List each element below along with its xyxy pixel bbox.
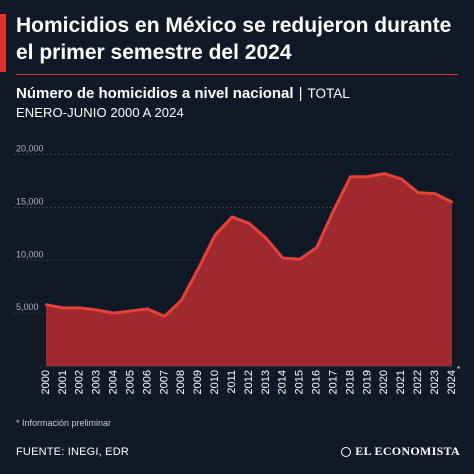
x-tick-label: 2024 bbox=[446, 370, 458, 394]
x-tick-label: 2009 bbox=[192, 370, 204, 394]
preliminary-note: * Información preliminar bbox=[16, 418, 112, 428]
x-tick-label: 2022 bbox=[412, 370, 424, 394]
area-series bbox=[44, 172, 454, 366]
x-tick-label: 2005 bbox=[124, 370, 136, 394]
x-tick-label: 2008 bbox=[175, 370, 187, 394]
data-point bbox=[129, 309, 132, 313]
preliminary-marker: * bbox=[457, 365, 460, 374]
chart-subtitle: Número de homicidios a nivel nacional | TO… bbox=[16, 84, 466, 122]
x-tick-label: 2001 bbox=[57, 370, 69, 394]
x-tick-label: 2019 bbox=[361, 370, 373, 394]
area-fill bbox=[46, 173, 452, 366]
data-point bbox=[281, 256, 285, 260]
data-point bbox=[349, 175, 352, 178]
data-point bbox=[78, 306, 82, 310]
data-point bbox=[315, 246, 318, 249]
x-axis-ticks: 2000 2001 2002 2003 2004 2005 2006 2007 2008 2009… bbox=[40, 365, 460, 394]
data-point bbox=[450, 200, 454, 204]
logo-text: EL ECONOMISTA bbox=[355, 444, 460, 458]
y-tick-label: 15,000 bbox=[16, 196, 44, 206]
y-tick-label: 10,000 bbox=[16, 249, 44, 259]
x-tick-label: 2020 bbox=[378, 370, 390, 394]
publisher-logo: EL ECONOMISTA bbox=[341, 444, 460, 459]
y-tick-label: 20,000 bbox=[16, 144, 44, 154]
data-point bbox=[146, 307, 149, 311]
data-point bbox=[247, 222, 251, 225]
x-tick-label: 2012 bbox=[243, 370, 255, 394]
data-point bbox=[95, 308, 98, 312]
data-point bbox=[332, 209, 335, 212]
x-tick-label: 2007 bbox=[158, 370, 170, 394]
data-point bbox=[400, 177, 403, 181]
data-point bbox=[230, 215, 234, 219]
subtitle-separator: | bbox=[298, 85, 303, 102]
data-point bbox=[112, 311, 115, 315]
x-tick-label: 2002 bbox=[74, 370, 86, 394]
y-axis-ticks: 5,000 10,000 15,000 20,000 bbox=[16, 144, 44, 313]
x-tick-label: 2016 bbox=[311, 370, 323, 394]
data-point bbox=[383, 172, 386, 175]
data-point bbox=[197, 267, 200, 270]
data-point bbox=[366, 175, 369, 178]
x-tick-label: 2013 bbox=[260, 370, 272, 394]
data-point bbox=[416, 191, 420, 194]
data-point bbox=[163, 315, 166, 318]
homicides-area-chart: 5,000 10,000 15,000 20,000 2000 2001 2002 2003… bbox=[14, 144, 460, 394]
x-tick-label: 2017 bbox=[327, 370, 339, 394]
data-point bbox=[264, 236, 268, 240]
x-tick-label: 2003 bbox=[91, 370, 103, 394]
x-tick-label: 2011 bbox=[226, 370, 238, 394]
x-tick-label: 2018 bbox=[344, 370, 356, 394]
subtitle-total: TOTAL bbox=[307, 86, 350, 101]
x-tick-label: 2021 bbox=[395, 370, 407, 394]
data-point bbox=[61, 306, 65, 310]
data-point bbox=[298, 258, 301, 261]
data-point bbox=[433, 192, 437, 195]
logo-mark-icon bbox=[341, 446, 352, 457]
title-accent-bar bbox=[0, 14, 6, 72]
data-point bbox=[180, 299, 183, 302]
page-title: Homicidios en México se redujeron durant… bbox=[16, 14, 452, 64]
subtitle-period: ENERO-JUNIO 2000 A 2024 bbox=[16, 105, 184, 120]
source-text: FUENTE: INEGI, EDR bbox=[16, 446, 129, 458]
x-tick-label: 2015 bbox=[294, 370, 306, 394]
y-tick-label: 5,000 bbox=[16, 302, 39, 312]
data-point bbox=[44, 303, 48, 306]
x-tick-label: 2010 bbox=[209, 370, 221, 394]
x-tick-label: 2006 bbox=[141, 370, 153, 394]
title-divider bbox=[16, 74, 458, 75]
subtitle-main: Número de homicidios a nivel nacional bbox=[16, 85, 294, 102]
x-tick-label: 2004 bbox=[108, 370, 120, 394]
x-tick-label: 2000 bbox=[40, 370, 52, 394]
x-tick-label: 2023 bbox=[429, 370, 441, 394]
data-point bbox=[213, 233, 217, 237]
x-tick-label: 2014 bbox=[277, 370, 289, 394]
